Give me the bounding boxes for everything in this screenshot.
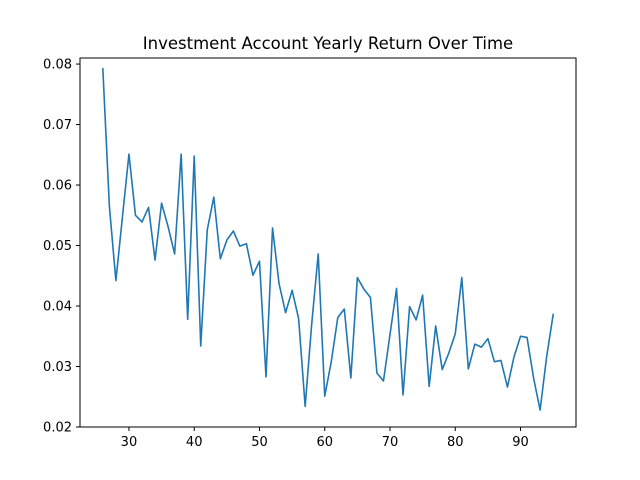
x-tick-label: 30	[121, 435, 138, 450]
x-tick-label: 40	[186, 435, 203, 450]
y-tick-label: 0.06	[43, 179, 72, 194]
axes-frame	[79, 57, 577, 428]
series-line-1	[102, 68, 555, 411]
plot-area: 30 40 50 60 70 80 90 0.02 0.03 0.04 0.05 0.06 0.07 0.…	[43, 57, 577, 450]
x-tick-label: 50	[251, 435, 268, 450]
x-tick-label: 80	[447, 435, 464, 450]
y-tick-label: 0.02	[43, 421, 72, 436]
x-tick-label: 60	[316, 435, 333, 450]
y-tick-label: 0.07	[43, 118, 72, 133]
y-tick-label: 0.04	[43, 300, 72, 315]
y-tick-label: 0.03	[43, 360, 72, 375]
y-tick-label: 0.05	[43, 239, 72, 254]
y-tick-label: 0.08	[43, 58, 72, 73]
x-tick-label: 90	[512, 435, 529, 450]
chart-title: Investment Account Yearly Return Over Ti…	[143, 34, 513, 53]
x-tick-label: 70	[382, 435, 399, 450]
